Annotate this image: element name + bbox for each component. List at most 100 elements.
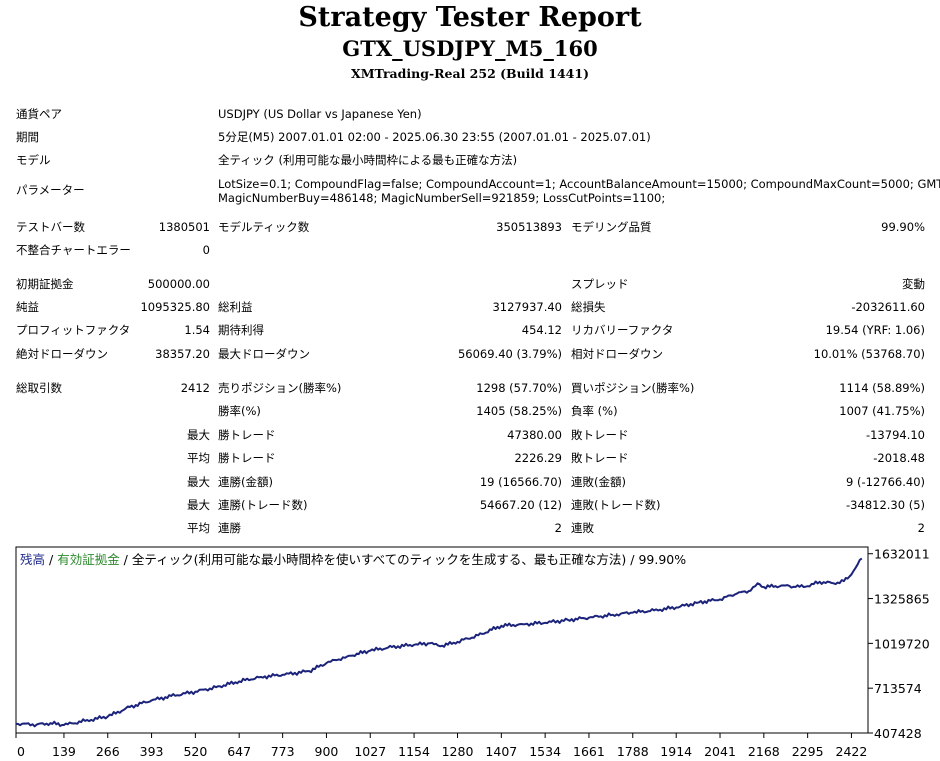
bars-label: テストバー数 [16, 220, 85, 234]
consecutive-losses-trades-value: -34812.30 (5) [846, 498, 925, 512]
y-tick-label: 407428 [874, 726, 922, 741]
average-consecutive-losses-label: 連敗 [571, 521, 594, 535]
balance-chart: 残高 / 有効証拠金 / 全ティック(利用可能な最小時間枠を使いすべてのティック… [0, 545, 940, 761]
average-loss-label: 敗トレード [571, 451, 629, 465]
profit-factor-value: 1.54 [184, 323, 210, 337]
balance-chart-svg: 残高 / 有効証拠金 / 全ティック(利用可能な最小時間枠を使いすべてのティック… [15, 546, 930, 759]
gross-profit-value: 3127937.40 [492, 300, 562, 314]
largest-loss-label: 敗トレード [571, 428, 629, 442]
consecutive-losses-amount-value: 9 (-12766.40) [846, 475, 925, 489]
mismatch-value: 0 [202, 243, 210, 257]
consecutive-wins-amount-value: 19 (16566.70) [479, 475, 562, 489]
spread-label: スプレッド [571, 277, 629, 291]
gross-profit-label: 総利益 [218, 300, 253, 314]
symbol-value: USDJPY (US Dollar vs Japanese Yen) [218, 107, 422, 121]
consecutive-losses-trades-label: 連敗(トレード数) [571, 498, 661, 512]
absolute-drawdown-value: 38357.20 [155, 347, 210, 361]
x-tick-label: 1661 [573, 744, 605, 759]
plot-frame [15, 546, 869, 734]
x-tick-label: 900 [315, 744, 339, 759]
legend-balance: 残高 [20, 552, 45, 567]
ticks-value: 350513893 [496, 220, 562, 234]
average-win-label: 勝トレード [218, 451, 276, 465]
x-tick-label: 1407 [485, 744, 517, 759]
legend-separator: / [120, 552, 132, 567]
average-consecutive-prefix: 平均 [187, 521, 210, 535]
largest-win-value: 47380.00 [507, 428, 562, 442]
bars-value: 1380501 [158, 220, 210, 234]
win-rate-label: 勝率(%) [218, 404, 261, 418]
largest-prefix: 最大 [187, 428, 210, 442]
max-consecutive-amount-prefix: 最大 [187, 475, 210, 489]
consecutive-wins-trades-label: 連勝(トレード数) [218, 498, 308, 512]
params-line-1: LotSize=0.1; CompoundFlag=false; Compoun… [218, 177, 940, 191]
x-tick-label: 2422 [836, 744, 868, 759]
model-value: 全ティック (利用可能な最小時間枠による最も正確な方法) [218, 153, 518, 167]
short-positions-value: 1298 (57.70%) [476, 381, 562, 395]
x-tick-label: 266 [96, 744, 120, 759]
deposit-value: 500000.00 [147, 277, 210, 291]
average-consecutive-wins-value: 2 [554, 521, 562, 535]
report-table: 通貨ペア USDJPY (US Dollar vs Japanese Yen) … [16, 107, 940, 535]
x-tick-label: 1534 [529, 744, 561, 759]
x-tick-label: 393 [140, 744, 164, 759]
model-label: モデル [16, 153, 51, 167]
expected-payoff-value: 454.12 [521, 323, 562, 337]
expected-payoff-label: 期待利得 [218, 323, 264, 337]
recovery-factor-label: リカバリーファクタ [571, 323, 674, 337]
total-trades-value: 2412 [180, 381, 210, 395]
recovery-factor-value: 19.54 (YRF: 1.06) [825, 323, 925, 337]
largest-loss-value: -13794.10 [865, 428, 925, 442]
consecutive-wins-trades-value: 54667.20 (12) [479, 498, 562, 512]
largest-win-label: 勝トレード [218, 428, 276, 442]
consecutive-wins-amount-label: 連勝(金額) [218, 475, 273, 489]
total-trades-label: 総取引数 [16, 381, 62, 395]
max-consecutive-trades-prefix: 最大 [187, 498, 210, 512]
quality-value: 99.90% [881, 220, 925, 234]
balance-series-line [15, 557, 863, 728]
x-tick-label: 139 [52, 744, 76, 759]
gross-loss-label: 総損失 [571, 300, 606, 314]
report-subtitle: GTX_USDJPY_M5_160 [342, 36, 598, 61]
average-prefix: 平均 [187, 451, 210, 465]
deposit-label: 初期証拠金 [16, 277, 74, 291]
net-value: 1095325.80 [140, 300, 210, 314]
legend-separator: / [45, 552, 57, 567]
legend-quality: 99.90% [638, 552, 686, 567]
y-tick-label: 1325865 [874, 592, 930, 607]
x-axis-ticks: 0 139 266 393 520 647 773 900 1027 1154 1280 1407 15… [15, 733, 868, 759]
params-line-2: MagicNumberBuy=486148; MagicNumberSell=9… [218, 191, 666, 205]
x-tick-label: 520 [183, 744, 207, 759]
x-tick-label: 773 [271, 744, 295, 759]
period-value: 5分足(M5) 2007.01.01 02:00 - 2025.06.30 23… [218, 130, 651, 144]
legend-equity: 有効証拠金 [57, 552, 120, 567]
profit-factor-label: プロフィットファクタ [16, 323, 131, 337]
long-positions-value: 1114 (58.89%) [839, 381, 925, 395]
loss-rate-label: 負率 (%) [571, 404, 618, 418]
loss-rate-value: 1007 (41.75%) [839, 404, 925, 418]
y-tick-label: 1019720 [874, 636, 930, 651]
quality-label: モデリング品質 [571, 220, 652, 234]
spread-value: 変動 [902, 277, 925, 291]
gross-loss-value: -2032611.60 [851, 300, 925, 314]
server-info: XMTrading-Real 252 (Build 1441) [351, 66, 589, 81]
ticks-label: モデルティック数 [218, 220, 310, 234]
win-rate-value: 1405 (58.25%) [476, 404, 562, 418]
period-label: 期間 [16, 130, 39, 144]
x-tick-label: 1027 [354, 744, 386, 759]
x-tick-label: 0 [17, 744, 25, 759]
max-drawdown-value: 56069.40 (3.79%) [457, 347, 562, 361]
long-positions-label: 買いポジション(勝率%) [571, 381, 695, 395]
relative-drawdown-label: 相対ドローダウン [571, 347, 663, 361]
absolute-drawdown-label: 絶対ドローダウン [16, 347, 108, 361]
max-drawdown-label: 最大ドローダウン [218, 347, 310, 361]
net-label: 純益 [16, 300, 39, 314]
x-tick-label: 1914 [660, 744, 692, 759]
x-tick-label: 2168 [748, 744, 780, 759]
mismatch-label: 不整合チャートエラー [16, 243, 131, 257]
legend-model: 全ティック(利用可能な最小時間枠を使いすべてのティックを生成する、最も正確な方法… [132, 552, 626, 567]
params-label: パラメーター [16, 183, 85, 197]
relative-drawdown-value: 10.01% (53768.70) [813, 347, 925, 361]
chart-legend: 残高 / 有効証拠金 / 全ティック(利用可能な最小時間枠を使いすべてのティック… [20, 552, 686, 567]
x-tick-label: 1154 [398, 744, 430, 759]
